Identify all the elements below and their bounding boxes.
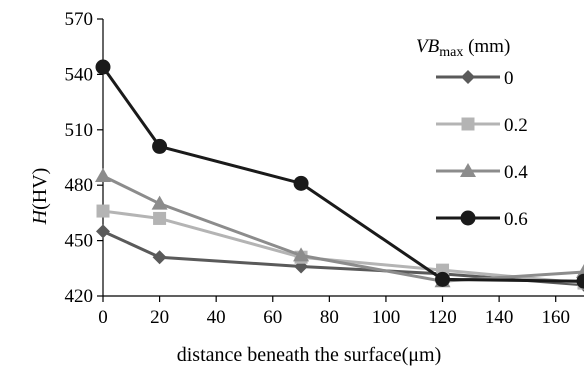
legend-marker bbox=[461, 117, 475, 131]
series-0-6 bbox=[95, 59, 584, 289]
legend-item: 0 bbox=[436, 68, 514, 89]
legend-item: 0.2 bbox=[436, 115, 528, 136]
data-point bbox=[96, 224, 110, 239]
data-point bbox=[152, 138, 168, 154]
x-tick-label: 20 bbox=[150, 307, 169, 328]
legend-title-unit: (mm) bbox=[463, 36, 510, 57]
legend-item: 0.4 bbox=[436, 162, 528, 183]
y-axis-title-main: H bbox=[29, 208, 51, 225]
y-tick-label: 540 bbox=[65, 64, 94, 85]
series-group bbox=[95, 59, 584, 292]
legend-marker bbox=[461, 70, 475, 84]
x-tick-label: 60 bbox=[263, 307, 282, 328]
data-point bbox=[96, 204, 110, 218]
x-tick-label: 80 bbox=[320, 307, 339, 328]
y-tick-label: 480 bbox=[65, 175, 94, 196]
x-tick-label: 120 bbox=[428, 307, 457, 328]
data-point bbox=[293, 175, 309, 191]
y-axis-title-unit: (HV) bbox=[29, 168, 51, 210]
tick-labels: 420 450 480 510 540 570 0 20 40 60 80 100 120 140 160 bbox=[65, 9, 570, 328]
data-point bbox=[95, 167, 111, 182]
y-tick-label: 450 bbox=[65, 231, 94, 252]
data-point bbox=[95, 59, 111, 75]
legend: VBmax (mm) 0 0.2 0.4 0.6 bbox=[416, 36, 528, 230]
x-axis-title: distance beneath the surface(μm) bbox=[177, 344, 441, 366]
y-axis-title: H(HV) bbox=[29, 168, 51, 226]
y-tick-label: 420 bbox=[65, 286, 94, 307]
legend-marker bbox=[460, 210, 476, 226]
data-point bbox=[576, 273, 584, 289]
data-point bbox=[153, 211, 167, 225]
legend-label: 0.4 bbox=[504, 162, 528, 183]
data-point bbox=[151, 195, 168, 210]
series-0 bbox=[96, 224, 584, 292]
data-point bbox=[435, 271, 451, 287]
legend-title: VBmax (mm) bbox=[416, 36, 510, 60]
data-point bbox=[152, 250, 167, 265]
legend-label: 0.6 bbox=[504, 209, 528, 230]
legend-label: 0.2 bbox=[504, 115, 528, 136]
x-tick-label: 160 bbox=[541, 307, 570, 328]
data-point bbox=[293, 247, 310, 262]
x-tick-label: 100 bbox=[372, 307, 401, 328]
legend-label: 0 bbox=[504, 68, 514, 89]
x-tick-label: 140 bbox=[485, 307, 514, 328]
legend-title-main: VB bbox=[416, 36, 440, 57]
y-tick-label: 570 bbox=[65, 9, 94, 30]
y-tick-label: 510 bbox=[65, 120, 94, 141]
legend-marker bbox=[460, 163, 476, 177]
x-tick-label: 0 bbox=[98, 307, 108, 328]
legend-title-sub: max bbox=[439, 45, 463, 60]
legend-item: 0.6 bbox=[436, 209, 528, 230]
x-tick-label: 40 bbox=[207, 307, 226, 328]
